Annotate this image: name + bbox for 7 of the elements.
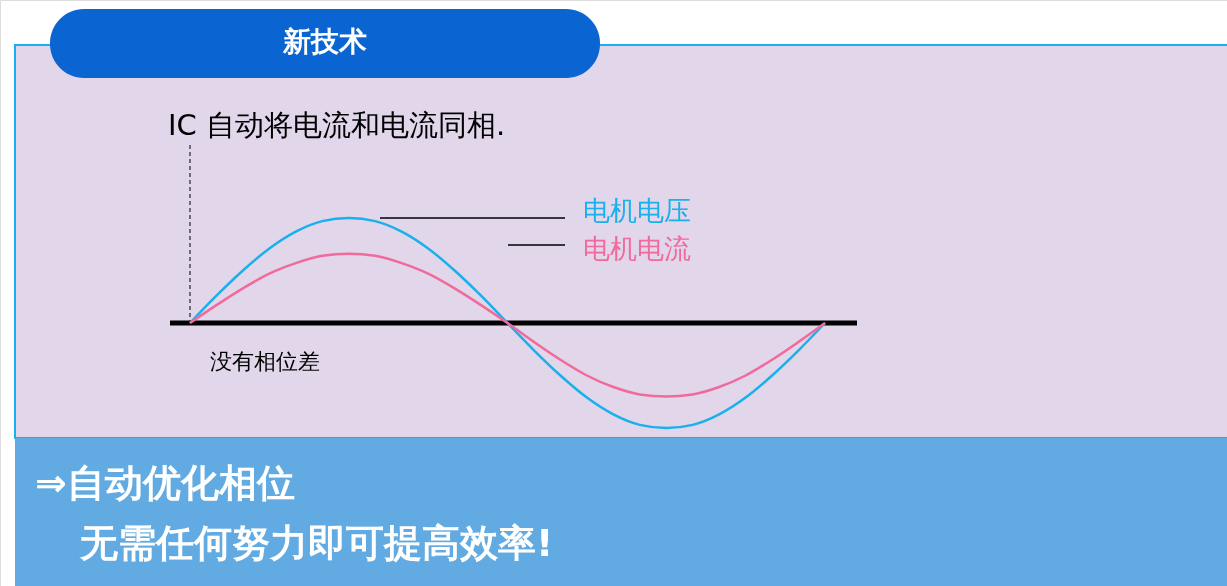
text: ⇒自动优化相位: [35, 461, 295, 505]
text: IC 自动将电流和电流同相.: [168, 108, 506, 142]
text: 电机电压: [583, 195, 691, 226]
text: 电机电流: [583, 233, 691, 264]
annotation: 没有相位差: [210, 349, 320, 374]
chart-title: 新技术: [282, 25, 367, 58]
text: 无需任何努力即可提高效率!: [79, 521, 554, 565]
